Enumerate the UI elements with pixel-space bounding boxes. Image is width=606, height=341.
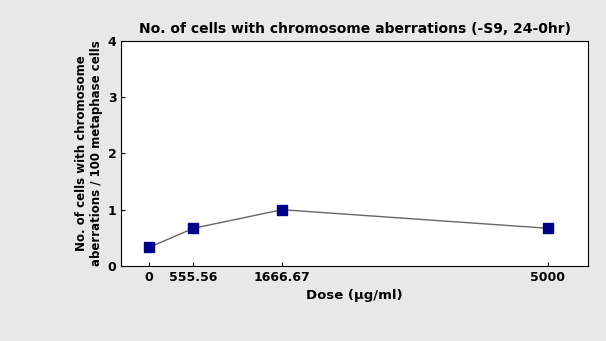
X-axis label: Dose (μg/ml): Dose (μg/ml) [306, 290, 403, 302]
Title: No. of cells with chromosome aberrations (-S9, 24-0hr): No. of cells with chromosome aberrations… [139, 21, 570, 35]
Y-axis label: No. of cells with chromosome
aberrations / 100 metaphase cells: No. of cells with chromosome aberrations… [75, 41, 104, 266]
